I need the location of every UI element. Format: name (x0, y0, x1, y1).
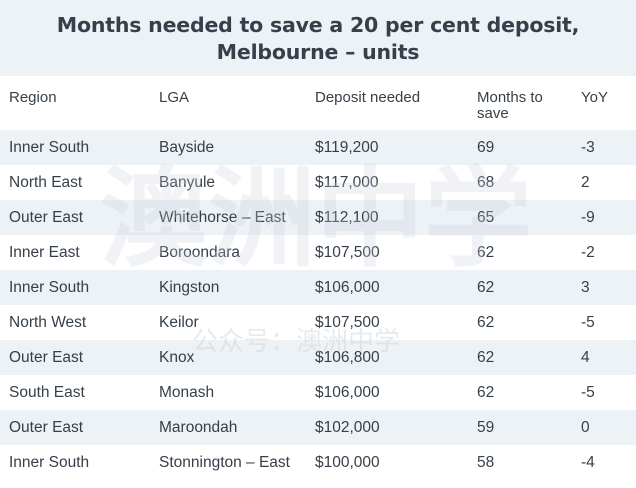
cell-months: 59 (477, 419, 495, 436)
table-row: Inner South Kingston $106,000 62 3 (0, 270, 636, 305)
cell-yoy: 3 (581, 279, 590, 296)
cell-deposit: $100,000 (315, 454, 380, 471)
cell-lga: Banyule (159, 174, 216, 191)
table-row: Outer East Maroondah $102,000 59 0 (0, 410, 636, 445)
title-band (0, 0, 636, 76)
cell-yoy: -5 (581, 384, 595, 401)
cell-months: 58 (477, 454, 495, 471)
cell-yoy: 2 (581, 174, 590, 191)
cell-yoy: -9 (581, 209, 595, 226)
cell-region: Inner South (9, 454, 90, 471)
cell-lga: Keilor (159, 314, 199, 331)
cell-region: South East (9, 384, 85, 401)
cell-region: Inner South (9, 139, 90, 156)
cell-lga: Monash (159, 384, 215, 401)
cell-region: Inner South (9, 279, 90, 296)
cell-region: Outer East (9, 349, 84, 366)
table-header-row: Region LGA Deposit needed Months to save… (0, 76, 636, 130)
cell-months: 62 (477, 314, 495, 331)
cell-months: 68 (477, 174, 495, 191)
cell-months: 65 (477, 209, 495, 226)
table-row: Inner South Stonnington – East $100,000 … (0, 445, 636, 480)
cell-region: Outer East (9, 419, 84, 436)
cell-deposit: $107,500 (315, 244, 380, 261)
cell-deposit: $107,500 (315, 314, 380, 331)
table-body: Inner South Bayside $119,200 69 -3 North… (0, 130, 636, 480)
cell-lga: Kingston (159, 279, 220, 296)
cell-months: 62 (477, 349, 495, 366)
cell-lga: Whitehorse – East (159, 209, 286, 226)
cell-yoy: -5 (581, 314, 595, 331)
cell-lga: Knox (159, 349, 195, 366)
cell-months: 62 (477, 384, 495, 401)
cell-deposit: $112,100 (315, 209, 379, 226)
cell-yoy: -2 (581, 244, 595, 261)
table-row: Inner South Bayside $119,200 69 -3 (0, 130, 636, 165)
cell-months: 62 (477, 244, 495, 261)
table-row: North West Keilor $107,500 62 -5 (0, 305, 636, 340)
header-lga: LGA (159, 89, 190, 106)
cell-lga: Bayside (159, 139, 215, 156)
cell-yoy: 0 (581, 419, 590, 436)
cell-yoy: -4 (581, 454, 595, 471)
table-row: South East Monash $106,000 62 -5 (0, 375, 636, 410)
table-row: North East Banyule $117,000 68 2 (0, 165, 636, 200)
header-region: Region (9, 89, 57, 106)
table-row: Inner East Boroondara $107,500 62 -2 (0, 235, 636, 270)
table-row: Outer East Knox $106,800 62 4 (0, 340, 636, 375)
header-months: Months to save (477, 89, 543, 122)
cell-region: Inner East (9, 244, 80, 261)
cell-deposit: $106,800 (315, 349, 380, 366)
cell-region: North East (9, 174, 83, 191)
cell-deposit: $106,000 (315, 279, 380, 296)
cell-months: 69 (477, 139, 495, 156)
cell-deposit: $106,000 (315, 384, 380, 401)
cell-months: 62 (477, 279, 495, 296)
table-title: Months needed to save a 20 per cent depo… (56, 13, 580, 64)
cell-deposit: $102,000 (315, 419, 380, 436)
cell-lga: Stonnington – East (159, 454, 290, 471)
cell-lga: Boroondara (159, 244, 241, 261)
cell-lga: Maroondah (159, 419, 238, 436)
cell-yoy: -3 (581, 139, 595, 156)
cell-region: Outer East (9, 209, 84, 226)
cell-deposit: $119,200 (315, 139, 379, 156)
cell-yoy: 4 (581, 349, 590, 366)
header-yoy: YoY (581, 89, 608, 106)
cell-deposit: $117,000 (315, 174, 379, 191)
table-row: Outer East Whitehorse – East $112,100 65… (0, 200, 636, 235)
cell-region: North West (9, 314, 87, 331)
header-deposit: Deposit needed (315, 89, 421, 106)
